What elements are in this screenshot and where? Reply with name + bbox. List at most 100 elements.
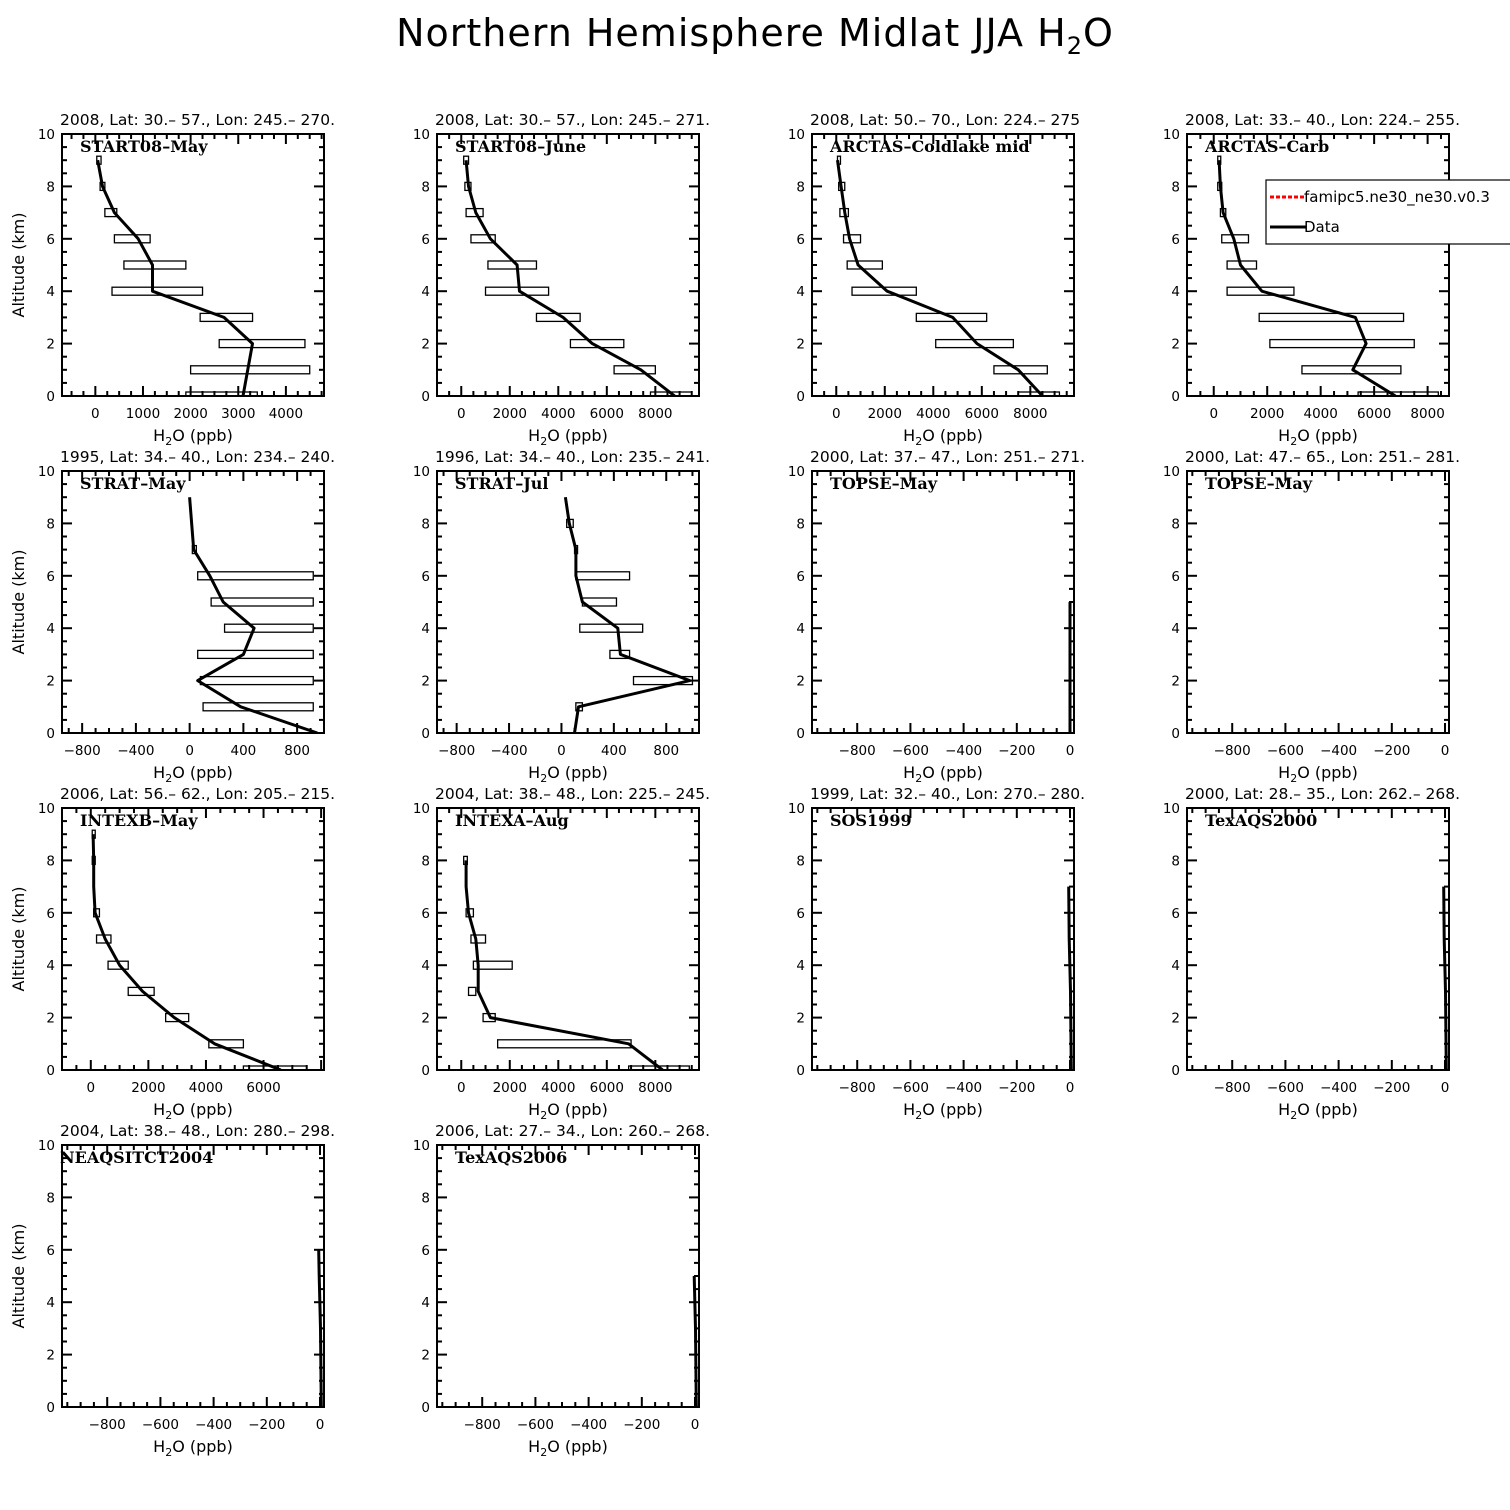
y-tick-label: 4: [421, 284, 430, 300]
panel-header: 2008, Lat: 30.– 57., Lon: 245.– 271.: [435, 111, 710, 129]
data-layer: [188, 497, 318, 733]
range-box: [496, 1039, 632, 1049]
legend: famipc5.ne30_ne30.v0.3 Data: [1265, 179, 1510, 245]
y-tick-label: 8: [421, 1190, 430, 1206]
x-tick-label: −400: [945, 743, 982, 759]
y-tick-label: 6: [1171, 232, 1180, 248]
y-tick-label: 10: [788, 801, 805, 817]
panel-12: 2000, Lat: 28.– 35., Lon: 262.– 268. 0 2 4 6…: [1163, 785, 1460, 1122]
range-box: [189, 365, 311, 375]
panel-header: 2000, Lat: 37.– 47., Lon: 251.– 271.: [810, 448, 1085, 466]
x-axis-label: H2O (ppb): [528, 1437, 608, 1459]
y-tick-label: 6: [796, 906, 805, 922]
range-box: [915, 312, 988, 323]
x-tick-label: 4000: [916, 406, 950, 422]
data-layer: [1067, 886, 1073, 1070]
x-tick-label: −600: [1267, 743, 1304, 759]
x-axis-label: H2O (ppb): [1278, 1100, 1358, 1122]
y-tick-label: 0: [46, 1400, 55, 1416]
x-tick-label: −800: [1214, 743, 1251, 759]
panel-9: 2006, Lat: 56.– 62., Lon: 205.– 215. 0 2 4 6…: [9, 785, 335, 1122]
legend-box: [1265, 179, 1510, 245]
y-tick-label: 2: [421, 1011, 430, 1027]
y-tick-label: 8: [421, 516, 430, 532]
x-tick-label: −800: [1214, 1080, 1251, 1096]
panel-7: 2000, Lat: 37.– 47., Lon: 251.– 271. 0 2 4 6…: [788, 448, 1085, 785]
plot-frame: [436, 133, 700, 397]
range-box: [1269, 338, 1415, 349]
y-tick-label: 2: [46, 337, 55, 353]
range-box: [846, 260, 884, 270]
data-layer: [317, 1249, 323, 1407]
x-tick-label: 800: [284, 743, 310, 759]
legend-label: Data: [1304, 218, 1340, 236]
range-box: [199, 675, 314, 686]
panels: 2008, Lat: 30.– 57., Lon: 245.– 270. 0 2 4 6…: [9, 111, 1460, 1459]
range-box: [1258, 312, 1405, 323]
x-tick-label: −400: [195, 1417, 232, 1433]
range-box: [210, 597, 314, 607]
x-tick-label: 6000: [965, 406, 999, 422]
y-axis-label: Altitude (km): [9, 887, 28, 992]
y-tick-label: 0: [46, 389, 55, 405]
y-tick-label: 10: [788, 464, 805, 480]
panel-header: 2000, Lat: 47.– 65., Lon: 251.– 281.: [1185, 448, 1460, 466]
y-tick-label: 8: [421, 179, 430, 195]
panel-10: 2004, Lat: 38.– 48., Lon: 225.– 245. 0 2 4 6…: [413, 785, 710, 1122]
campaign-label: START08–May: [80, 137, 208, 156]
y-tick-label: 4: [421, 621, 430, 637]
range-box: [484, 286, 550, 296]
x-tick-label: 800: [653, 743, 679, 759]
plot-frame: [1186, 470, 1450, 734]
x-tick-label: 0: [1441, 743, 1450, 759]
range-box: [104, 207, 118, 218]
y-tick-label: 4: [796, 621, 805, 637]
data-profile-line: [1067, 886, 1073, 1070]
campaign-label: STRAT–May: [80, 474, 186, 493]
panel-14: 2006, Lat: 27.– 34., Lon: 260.– 268. 0 2 4 6…: [413, 1122, 710, 1459]
y-tick-label: 10: [788, 127, 805, 143]
panel-header: 2000, Lat: 28.– 35., Lon: 262.– 268.: [1185, 785, 1460, 803]
y-tick-label: 10: [38, 1138, 55, 1154]
x-tick-label: −200: [1373, 743, 1410, 759]
y-tick-label: 8: [1171, 516, 1180, 532]
x-tick-label: 8000: [1410, 406, 1444, 422]
y-tick-label: 4: [46, 621, 55, 637]
y-tick-label: 2: [421, 674, 430, 690]
y-tick-label: 10: [413, 801, 430, 817]
x-tick-label: −200: [623, 1417, 660, 1433]
x-tick-label: 6000: [1357, 406, 1391, 422]
y-tick-label: 2: [1171, 1011, 1180, 1027]
y-tick-label: 0: [796, 726, 805, 742]
campaign-label: NEAQSITCT2004: [60, 1148, 213, 1167]
y-tick-label: 6: [796, 232, 805, 248]
y-tick-label: 4: [796, 958, 805, 974]
campaign-label: ARCTAS–Coldlake mid: [829, 137, 1030, 156]
range-box: [202, 702, 314, 712]
x-tick-label: 2000: [493, 406, 527, 422]
y-tick-label: 0: [421, 389, 430, 405]
plot-frame: [811, 133, 1075, 397]
data-layer: [463, 855, 690, 1070]
plot-frame: [1186, 133, 1450, 397]
panel-header: 1999, Lat: 32.– 40., Lon: 270.– 280.: [810, 785, 1085, 803]
y-tick-label: 4: [46, 958, 55, 974]
y-tick-label: 6: [1171, 569, 1180, 585]
data-layer: [563, 496, 694, 733]
panel-11: 1999, Lat: 32.– 40., Lon: 270.– 280. 0 2 4 6…: [788, 785, 1085, 1122]
data-profile-line: [464, 160, 676, 396]
y-tick-label: 6: [421, 232, 430, 248]
x-axis-label: H2O (ppb): [903, 1100, 983, 1122]
y-tick-label: 2: [796, 337, 805, 353]
y-tick-label: 10: [38, 127, 55, 143]
campaign-label: TexAQS2000: [1205, 811, 1317, 830]
data-profile-line: [1217, 160, 1397, 396]
x-tick-label: −800: [438, 743, 475, 759]
x-axis-label: H2O (ppb): [903, 763, 983, 785]
range-box: [218, 338, 306, 349]
x-tick-label: −800: [64, 743, 101, 759]
y-tick-label: 4: [1171, 621, 1180, 637]
range-box: [185, 391, 258, 396]
campaign-label: INTEXA–Aug: [455, 811, 569, 830]
